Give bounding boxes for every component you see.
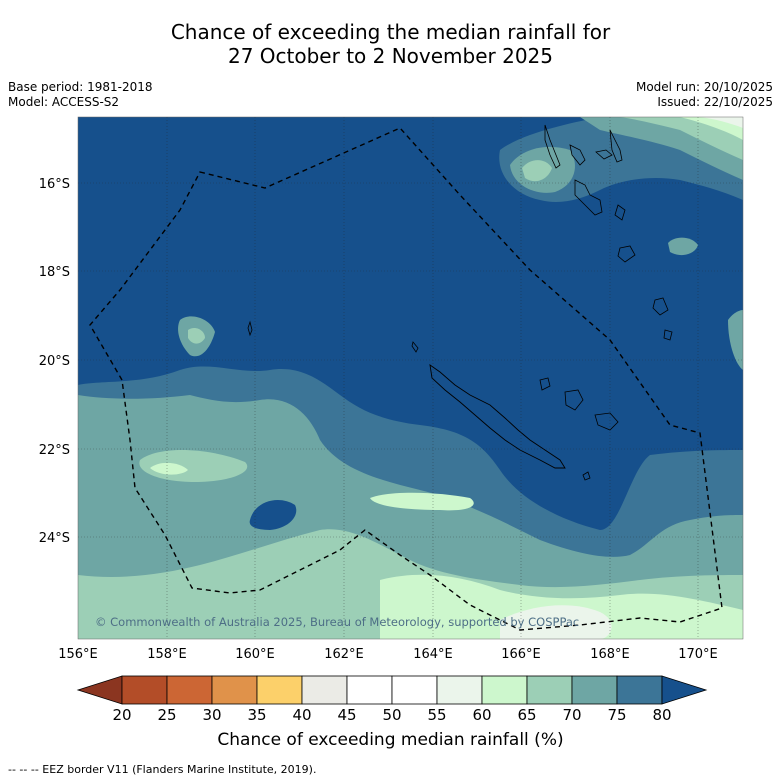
band-ne-60: [660, 117, 743, 140]
meta-left: Base period: 1981-2018 Model: ACCESS-S2: [8, 80, 153, 110]
band-55: [500, 605, 612, 639]
island-espiritu-santo: [574, 179, 603, 216]
lon-label: 168°E: [590, 647, 630, 662]
island-makira: [595, 149, 613, 160]
island-mare: [594, 412, 619, 431]
colorbar-cell: [436, 675, 483, 705]
colorbar-cell: [571, 675, 618, 705]
eez-border: [89, 127, 723, 631]
island-erromango: [652, 297, 669, 316]
copyright-notice: © Commonwealth of Australia 2025, Bureau…: [95, 615, 579, 629]
island-guadalcanal: [569, 144, 586, 166]
lon-label: 156°E: [58, 647, 98, 662]
model-name: Model: ACCESS-S2: [8, 95, 120, 109]
island-malakula: [614, 204, 626, 221]
colorbar: 20 25 30 35 40 45 50 55 60 65 70 75 80: [76, 675, 708, 724]
colorbar-cell: [301, 675, 348, 705]
pocket-dark-25S: [249, 500, 297, 530]
colorbar-tick-label: 80: [652, 706, 671, 724]
colorbar-cell: [166, 675, 213, 705]
map-title-line1: Chance of exceeding the median rainfall …: [170, 20, 611, 44]
colorbar-tick-label: 45: [337, 706, 356, 724]
map-title-line2: 27 October to 2 November 2025: [227, 44, 554, 68]
colorbar-cells: [76, 675, 708, 705]
colorbar-tick-label: 55: [427, 706, 446, 724]
colorbar-cell: [346, 675, 393, 705]
meta-right: Model run: 20/10/2025 Issued: 22/10/2025: [636, 80, 773, 110]
pocket-west-60: [150, 462, 188, 475]
island-santa-isabel: [544, 124, 561, 169]
lon-label: 158°E: [147, 647, 187, 662]
colorbar-tick-label: 60: [472, 706, 491, 724]
colorbar-arrow-low: [76, 675, 123, 705]
colorbar-cell: [616, 675, 663, 705]
eez-footer-note: -- -- -- EEZ border V11 (Flanders Marine…: [8, 763, 317, 776]
colorbar-cell: [211, 675, 258, 705]
lon-label: 164°E: [413, 647, 453, 662]
lat-label: 22°S: [39, 443, 70, 458]
rainfall-map-area: [78, 117, 743, 639]
lat-label: 16°S: [39, 177, 70, 192]
pocket-18S-70: [668, 237, 698, 256]
base-period: Base period: 1981-2018: [8, 80, 153, 94]
colorbar-cell: [481, 675, 528, 705]
colorbar-tick-label: 50: [382, 706, 401, 724]
lon-label: 162°E: [324, 647, 364, 662]
island-belep: [411, 341, 419, 353]
island-ouvea: [539, 377, 551, 391]
colorbar-ticks: 20 25 30 35 40 45 50 55 60 65 70 75 80: [112, 706, 671, 724]
band-ne-55: [700, 117, 743, 128]
colorbar-tick-label: 70: [562, 706, 581, 724]
colorbar-cell: [526, 675, 573, 705]
island-chesterfield: [247, 320, 253, 337]
island-lifou: [564, 389, 584, 411]
map-frame: [77, 116, 744, 640]
lon-label: 170°E: [678, 647, 718, 662]
lat-label: 24°S: [39, 531, 70, 546]
island-efate: [617, 245, 636, 263]
lat-label: 20°S: [39, 354, 70, 369]
colorbar-tick-label: 35: [247, 706, 266, 724]
band-ne-65b: [620, 117, 743, 160]
lat-label: 18°S: [39, 265, 70, 280]
lat-labels: 16°S 18°S 20°S 22°S 24°S: [39, 177, 70, 546]
issued-date: Issued: 22/10/2025: [657, 95, 773, 109]
colorbar-cell: [121, 675, 168, 705]
colorbar-tick-label: 40: [292, 706, 311, 724]
colorbar-tick-label: 65: [517, 706, 536, 724]
colorbar-label: Chance of exceeding median rainfall (%): [217, 730, 564, 750]
island-malaita: [609, 129, 623, 163]
colorbar-tick-label: 75: [607, 706, 626, 724]
pocket-23S-60: [370, 492, 474, 511]
colorbar-cell: [256, 675, 303, 705]
island-isle-of-pines: [582, 471, 591, 481]
lon-label: 166°E: [501, 647, 541, 662]
island-tanna: [663, 329, 673, 341]
pocket-east-70: [728, 310, 743, 370]
model-run: Model run: 20/10/2025: [635, 80, 773, 94]
band-ne-65a: [522, 160, 552, 182]
gridlines: [78, 117, 743, 639]
colorbar-arrow-high: [661, 675, 708, 705]
colorbar-tick-label: 25: [157, 706, 176, 724]
colorbar-cell: [391, 675, 438, 705]
lon-labels: 156°E 158°E 160°E 162°E 164°E 166°E 168°…: [58, 647, 718, 662]
island-new-caledonia: [429, 364, 566, 469]
lon-label: 160°E: [235, 647, 275, 662]
pocket-19S-65: [188, 327, 205, 344]
colorbar-tick-label: 30: [202, 706, 221, 724]
colorbar-tick-label: 20: [112, 706, 131, 724]
